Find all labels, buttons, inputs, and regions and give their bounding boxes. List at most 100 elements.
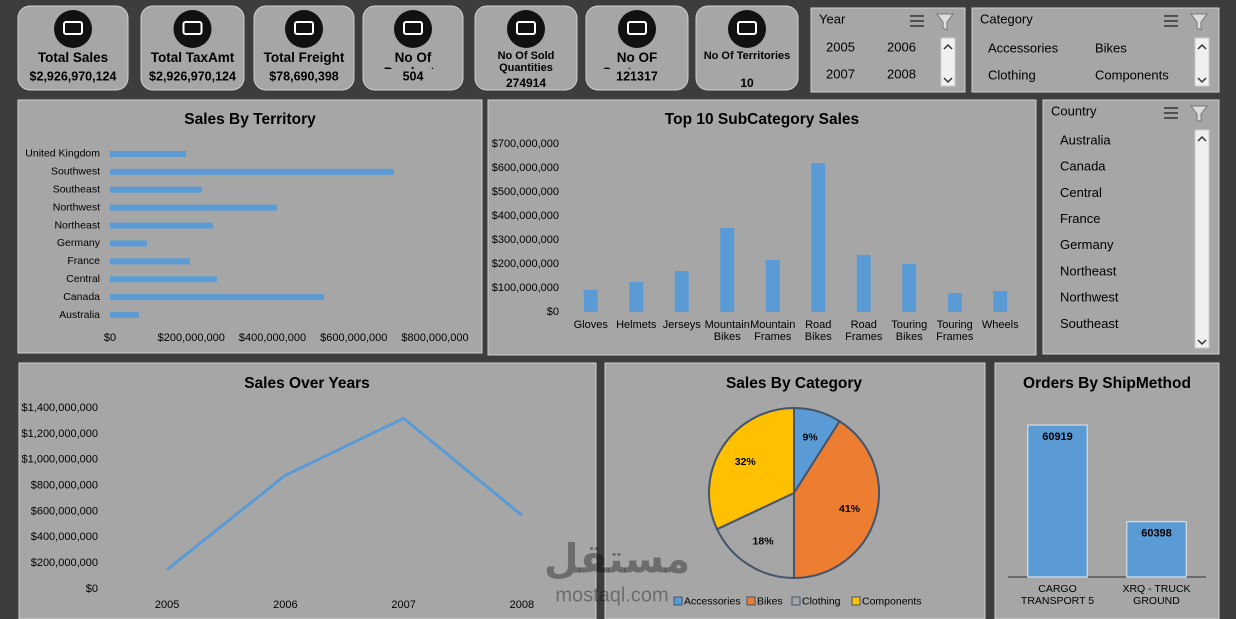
slicer — [810, 7, 966, 93]
slicer-item[interactable]: Australia — [1060, 132, 1111, 147]
x-tick-label-box: CARGO TRANSPORT 5 — [1021, 584, 1094, 606]
panel — [487, 99, 1037, 356]
slicer-item[interactable]: Southeast — [1060, 316, 1119, 331]
y-tick-label: United Kingdom — [25, 148, 100, 160]
x-tick-label: XRQ - TRUCK GROUND — [1122, 584, 1191, 607]
bar — [674, 270, 689, 312]
watermark: مستقل — [544, 538, 690, 582]
x-tick-label: Touring Bikes — [891, 319, 928, 344]
kpi-icon — [54, 10, 92, 48]
y-tick-label: Central — [66, 273, 100, 285]
kpi-label: No Of Territories — [703, 50, 791, 62]
x-tick-label-box: Mountain Bikes — [704, 319, 750, 344]
chart-title: Sales Over Years — [244, 375, 370, 392]
scrollbar — [1194, 37, 1210, 87]
x-tick-label: $200,000,000 — [158, 332, 225, 344]
x-tick-label-box: Road Frames — [845, 319, 882, 343]
filter-icon[interactable] — [936, 13, 954, 31]
multi-select-icon[interactable] — [910, 15, 924, 27]
bar — [720, 228, 735, 312]
x-tick-label: Jerseys — [662, 319, 701, 331]
x-tick-label: Gloves — [573, 319, 608, 331]
slicer-item[interactable]: 2006 — [887, 39, 916, 54]
x-tick-label-box: Road Bikes — [805, 319, 832, 343]
kpi-icon — [394, 10, 432, 48]
x-tick-label-box: Touring Frames — [936, 319, 973, 343]
slicer-item[interactable]: Northeast — [1060, 263, 1117, 278]
x-tick-label: 2005 — [155, 599, 179, 611]
x-tick-label-box: Gloves — [573, 319, 608, 331]
bar — [110, 168, 394, 175]
kpi-label-box: Total Sales — [38, 51, 108, 65]
slicer-item[interactable]: Northwest — [1060, 290, 1119, 305]
slicer-item[interactable]: Components — [1095, 67, 1169, 82]
slicer-title: Country — [1051, 103, 1097, 118]
scroll-down[interactable] — [1197, 339, 1207, 346]
slicer-item[interactable]: Canada — [1060, 159, 1106, 174]
y-tick-label: $700,000,000 — [492, 138, 559, 150]
slicer-item[interactable]: Accessories — [988, 40, 1059, 55]
slicer-item[interactable]: 2005 — [826, 39, 855, 54]
y-tick-label: $0 — [86, 583, 98, 595]
data-label: 60919 — [1042, 431, 1073, 443]
scroll-up[interactable] — [1197, 43, 1207, 50]
slicer-item[interactable]: Central — [1060, 185, 1102, 200]
slicer-item[interactable]: 2008 — [887, 66, 916, 81]
slicer-item[interactable]: 2007 — [826, 66, 855, 81]
slicer-title: Year — [819, 11, 846, 26]
kpi-label-box: No Of Territories — [703, 50, 791, 62]
y-tick-label: Australia — [59, 309, 100, 321]
y-tick-label: $1,400,000,000 — [22, 402, 98, 414]
kpi-icon-glyph — [63, 21, 83, 35]
kpi-value: $2,926,970,124 — [149, 69, 236, 83]
slicer-item[interactable]: France — [1060, 211, 1100, 226]
legend-label: Clothing — [802, 595, 841, 607]
multi-select-icon[interactable] — [1164, 15, 1178, 27]
scroll-up[interactable] — [1197, 135, 1207, 142]
kpi-icon — [173, 10, 212, 48]
x-tick-label: $800,000,000 — [401, 332, 468, 344]
x-tick-label-box: Helmets — [616, 319, 656, 331]
slicer-item[interactable]: Clothing — [988, 67, 1036, 82]
legend-label: Components — [862, 595, 922, 607]
scrollbar — [940, 37, 956, 87]
y-tick-label: $100,000,000 — [492, 282, 559, 294]
slicer-item[interactable]: Germany — [1060, 237, 1114, 252]
slicer-title: Category — [980, 11, 1033, 26]
bar — [110, 294, 325, 301]
kpi-icon — [507, 10, 545, 48]
scroll-up[interactable] — [943, 43, 953, 50]
kpi-icon — [728, 10, 766, 48]
filter-icon[interactable] — [1190, 105, 1208, 123]
x-tick-label: $600,000,000 — [320, 332, 387, 344]
kpi-label: Total TaxAmt — [150, 51, 235, 65]
y-tick-label: $0 — [547, 306, 559, 318]
chart-title: Sales By Category — [726, 375, 862, 392]
data-label: 32% — [735, 456, 757, 468]
kpi-label-box: No Of Products — [384, 51, 443, 69]
x-tick-label: 2006 — [273, 599, 297, 611]
multi-select-icon[interactable] — [1164, 107, 1178, 119]
kpi-icon-glyph — [294, 21, 314, 35]
y-tick-label: Southeast — [53, 184, 100, 196]
y-tick-label: Canada — [63, 291, 100, 303]
kpi-label-box: No Of Sold Quantities — [498, 50, 555, 74]
slicer-item[interactable]: Bikes — [1095, 40, 1127, 55]
data-label: 60398 — [1141, 528, 1172, 540]
x-tick-label-box: Wheels — [982, 319, 1019, 331]
bar — [110, 276, 217, 283]
scrollbar — [1194, 129, 1210, 349]
bar — [1027, 424, 1088, 578]
filter-icon[interactable] — [1190, 13, 1208, 31]
kpi-icon-glyph — [403, 21, 423, 35]
bar — [110, 312, 139, 319]
scroll-down[interactable] — [1197, 77, 1207, 84]
bar — [993, 290, 1008, 312]
y-tick-label: $800,000,000 — [31, 479, 98, 491]
y-tick-label: $500,000,000 — [492, 186, 559, 198]
legend-swatch — [851, 596, 861, 606]
y-tick-label: $400,000,000 — [31, 531, 98, 543]
scroll-down[interactable] — [943, 77, 953, 84]
panel — [17, 99, 483, 354]
x-tick-label: Mountain Bikes — [704, 319, 750, 344]
